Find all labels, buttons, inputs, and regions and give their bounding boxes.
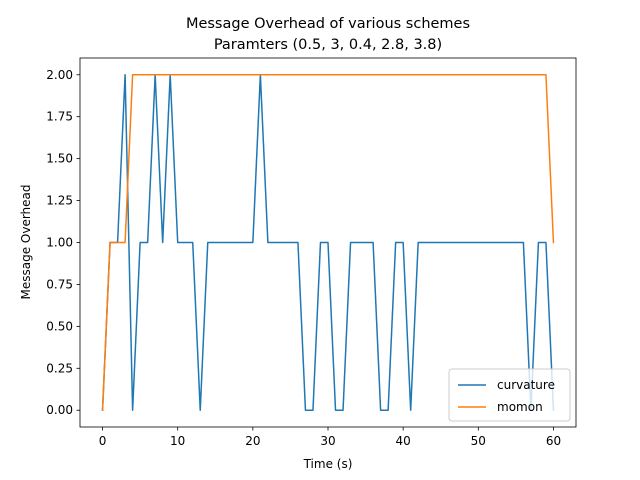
y-tick-label: 0.75 (46, 277, 73, 291)
y-tick-label: 1.00 (46, 236, 73, 250)
x-tick-label: 30 (320, 434, 335, 448)
y-tick-label: 1.25 (46, 194, 73, 208)
y-tick-label: 0.25 (46, 361, 73, 375)
legend-label-curvature: curvature (497, 378, 555, 392)
y-tick-label: 2.00 (46, 68, 73, 82)
x-tick-label: 20 (245, 434, 260, 448)
legend-label-momon: momon (497, 400, 543, 414)
y-tick-label: 0.00 (46, 403, 73, 417)
x-tick-label: 10 (170, 434, 185, 448)
legend: curvature momon (448, 368, 571, 422)
chart-title: Message Overhead of various schemes (186, 16, 470, 32)
x-tick-label: 40 (396, 434, 411, 448)
y-axis: 0.00 0.25 0.50 0.75 1.00 1.25 1.50 1.75 2.00 (46, 68, 80, 417)
x-tick-label: 60 (546, 434, 561, 448)
x-axis-label: Time (s) (303, 457, 353, 471)
plot-frame (79, 57, 577, 428)
x-tick-label: 0 (99, 434, 107, 448)
plot-lines (101, 74, 555, 412)
series-line-curvature (101, 74, 555, 412)
series-line-momon (101, 74, 555, 412)
y-tick-label: 1.50 (46, 152, 73, 166)
legend-box (448, 368, 571, 422)
y-axis-label: Message Overhead (19, 184, 33, 299)
y-tick-label: 0.50 (46, 319, 73, 333)
y-tick-label: 1.75 (46, 110, 73, 124)
x-tick-label: 50 (471, 434, 486, 448)
x-axis: 0 10 20 30 40 50 60 (99, 427, 561, 448)
chart-subtitle: Paramters (0.5, 3, 0.4, 2.8, 3.8) (214, 37, 442, 53)
